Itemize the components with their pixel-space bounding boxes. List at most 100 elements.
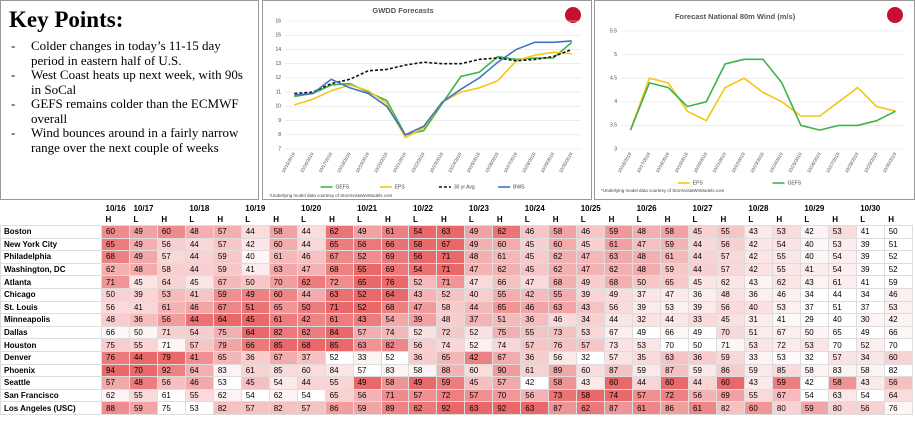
temp-cell: 55	[352, 262, 382, 277]
temp-cell: 48	[101, 313, 130, 327]
temp-cell: 35	[632, 350, 662, 365]
city-name: Minneapolis	[0, 313, 102, 327]
y-tick-label: 14	[275, 47, 281, 53]
temp-cell: 42	[240, 237, 270, 252]
temp-cell: 60	[660, 376, 690, 390]
hl-header: L	[636, 215, 642, 224]
temp-cell: 57	[492, 376, 522, 390]
temp-cell: 57	[212, 225, 242, 239]
temp-cell: 71	[324, 300, 354, 315]
temp-cell: 61	[268, 313, 298, 327]
temp-cell: 57	[101, 376, 130, 390]
temp-cell: 39	[688, 300, 717, 315]
temp-cell: 48	[436, 313, 466, 327]
temp-cell: 66	[660, 325, 690, 340]
x-tick-label: 10/22/2019	[410, 151, 426, 173]
temp-cell: 47	[520, 275, 550, 289]
x-tick-label: 10/25/2019	[787, 151, 803, 173]
temp-cell: 49	[128, 225, 158, 239]
temp-cell: 72	[771, 338, 801, 352]
temp-cell: 92	[492, 401, 522, 415]
temp-cell: 68	[324, 262, 354, 277]
x-tick-label: 10/26/2019	[806, 151, 822, 173]
temp-cell: 58	[660, 225, 690, 239]
temp-cell: 44	[296, 237, 326, 252]
temp-cell: 45	[520, 262, 550, 277]
temp-cell: 59	[632, 363, 662, 378]
temp-cell: 71	[715, 338, 745, 352]
temp-cell: 55	[743, 388, 773, 403]
hl-header: L	[245, 215, 251, 224]
temp-cell: 87	[604, 363, 634, 378]
temp-cell: 62	[492, 225, 522, 239]
temp-cell: 34	[799, 287, 829, 302]
temp-cell: 57	[827, 350, 857, 365]
temp-cell: 46	[548, 313, 578, 327]
temp-cell: 71	[380, 388, 410, 403]
temp-cell: 85	[771, 363, 801, 378]
temp-cell: 60	[268, 287, 298, 302]
temp-cell: 36	[520, 313, 550, 327]
temp-cell: 88	[101, 401, 130, 415]
temp-cell: 65	[352, 275, 382, 289]
hl-header: L	[189, 215, 195, 224]
temp-cell: 62	[268, 388, 298, 403]
temp-cell: 58	[408, 363, 438, 378]
temp-cell: 62	[548, 250, 578, 264]
y-tick-label: 5	[614, 52, 617, 58]
temp-cell: 70	[268, 275, 298, 289]
temp-cell: 59	[212, 250, 242, 264]
temp-cell: 52	[380, 350, 410, 365]
temp-cell: 40	[799, 237, 829, 252]
temp-cell: 41	[128, 300, 158, 315]
temp-cell: 76	[101, 350, 130, 365]
y-tick-label: 16	[275, 18, 281, 24]
temp-cell: 42	[520, 376, 550, 390]
temp-cell: 84	[324, 363, 354, 378]
x-tick-label: 10/24/2019	[447, 151, 463, 173]
temp-cell: 64	[184, 363, 214, 378]
temp-cell: 49	[855, 325, 885, 340]
city-name: New York City	[0, 237, 102, 252]
temp-cell: 52	[324, 350, 354, 365]
temp-cell: 75	[212, 325, 242, 340]
temp-cell: 70	[827, 338, 857, 352]
temp-cell: 60	[156, 225, 186, 239]
hl-header: H	[385, 215, 391, 224]
temp-cell: 42	[799, 225, 829, 239]
temp-cell: 62	[408, 401, 438, 415]
temp-cell: 54	[827, 262, 857, 277]
temp-cell: 60	[548, 237, 578, 252]
temp-cell: 48	[715, 287, 745, 302]
temp-cell: 59	[212, 287, 242, 302]
city-name: San Francisco	[0, 388, 102, 403]
temp-cell: 56	[156, 313, 186, 327]
temp-cell: 44	[688, 237, 717, 252]
x-tick-label: 10/29/2019	[863, 151, 879, 173]
temp-cell: 60	[492, 237, 522, 252]
temp-cell: 57	[715, 250, 745, 264]
temp-cell: 29	[799, 313, 829, 327]
chart-note: *Underlying model data courtesy of Storm…	[601, 188, 725, 193]
temp-cell: 56	[520, 388, 550, 403]
temp-cell: 63	[352, 338, 382, 352]
temp-cell: 46	[296, 250, 326, 264]
date-header: 10/16	[105, 204, 126, 213]
temp-cell: 51	[743, 325, 773, 340]
temp-cell: 54	[296, 388, 326, 403]
temp-cell: 80	[771, 401, 801, 415]
temp-cell: 61	[156, 388, 186, 403]
city-row: Philadelphia 68 49 57 44 59 40 61 46 67 52 69 56 71 48…	[0, 250, 914, 264]
temp-cell: 64	[156, 275, 186, 289]
temp-cell: 57	[240, 401, 270, 415]
temp-cell: 62	[296, 275, 326, 289]
temp-cell: 45	[240, 313, 270, 327]
temp-cell: 59	[436, 376, 466, 390]
temp-cell: 59	[799, 401, 829, 415]
temp-cell: 32	[632, 313, 662, 327]
legend-label: EPS	[693, 180, 704, 186]
temp-cell: 57	[408, 388, 438, 403]
city-name: Philadelphia	[0, 250, 102, 264]
hl-header: L	[357, 215, 362, 224]
